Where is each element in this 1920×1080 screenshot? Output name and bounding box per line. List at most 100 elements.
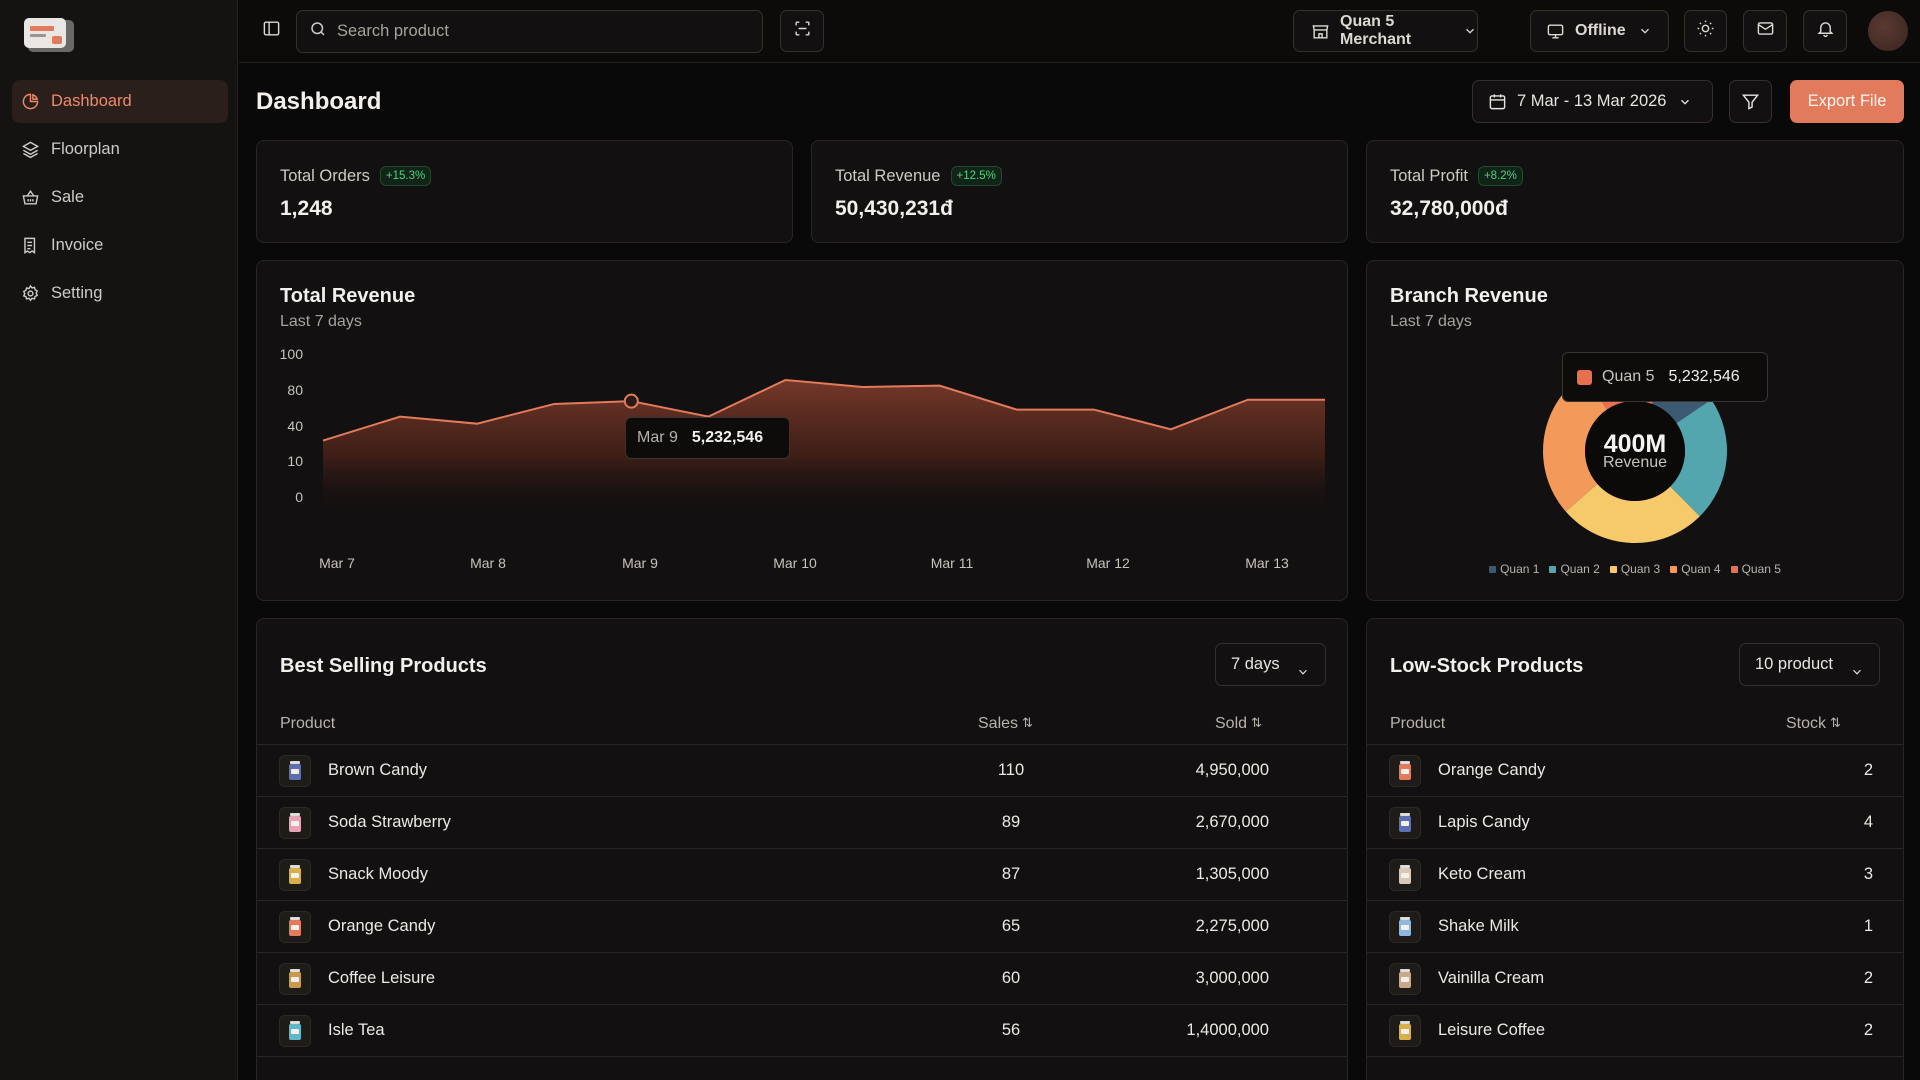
card-title: Best Selling Products (280, 655, 487, 677)
search-input[interactable] (337, 22, 737, 41)
col-stock-sort[interactable]: Stock ⇅ (1786, 715, 1841, 733)
table-row[interactable]: Orange Candy 2 (1367, 745, 1903, 797)
x-tick-label: Mar 8 (470, 555, 506, 571)
stock-value: 3 (1863, 865, 1873, 883)
revenue-chart-card: Total Revenue Last 7 days 100 80 40 10 0 Mar … (256, 260, 1348, 601)
data-point[interactable] (475, 422, 479, 426)
product-thumbnail (279, 755, 311, 787)
table-row[interactable]: Snack Moody 87 1,305,000 (257, 849, 1347, 901)
status-badge: +15.3% (379, 166, 432, 186)
pie-slice[interactable] (1543, 374, 1608, 512)
data-point[interactable] (321, 439, 325, 443)
stat-label-wrap: Total Revenue +12.5% (835, 166, 1002, 186)
theme-toggle-button[interactable] (1684, 10, 1727, 52)
sidebar-item-sale[interactable]: Sale (12, 176, 228, 219)
sold-value: 2,275,000 (1195, 917, 1269, 935)
highlight-marker[interactable] (623, 393, 639, 409)
data-point[interactable] (1323, 398, 1327, 402)
product-name: Brown Candy (328, 761, 428, 779)
sales-value: 87 (1001, 865, 1021, 883)
status-select[interactable]: Offline (1530, 10, 1669, 52)
stat-card-orders: Total Orders +15.3% 1,248 (256, 140, 793, 243)
stat-value: 50,430,231đ (835, 197, 953, 220)
legend-item: Quan 5 (1730, 562, 1781, 576)
data-point[interactable] (1169, 427, 1173, 431)
data-point[interactable] (552, 402, 556, 406)
pie-chart-icon (20, 92, 40, 112)
legend-item: Quan 4 (1670, 562, 1721, 576)
table-row[interactable]: Shake Milk 1 (1367, 901, 1903, 953)
table-row[interactable]: Brown Candy 110 4,950,000 (257, 745, 1347, 797)
table-row[interactable]: Soda Strawberry 89 2,670,000 (257, 797, 1347, 849)
data-point[interactable] (1246, 398, 1250, 402)
sidebar-item-dashboard[interactable]: Dashboard (12, 80, 228, 123)
data-point[interactable] (398, 415, 402, 419)
date-range-picker[interactable]: 7 Mar - 13 Mar 2026 (1472, 80, 1713, 123)
chart-tooltip: Mar 9 5,232,546 (625, 417, 790, 459)
col-product: Product (1390, 715, 1446, 732)
pie-slice[interactable] (1565, 483, 1700, 543)
chart-title: Total Revenue (280, 285, 416, 307)
page-title: Dashboard (256, 88, 382, 115)
count-dropdown[interactable]: 10 product (1739, 643, 1880, 686)
sidebar-item-setting[interactable]: Setting (12, 272, 228, 315)
mail-button[interactable] (1743, 10, 1787, 52)
avatar[interactable] (1868, 11, 1908, 51)
pie-slice[interactable] (1670, 399, 1727, 517)
col-sold-sort[interactable]: Sold ⇅ (1215, 715, 1262, 733)
filter-button[interactable] (1729, 80, 1772, 123)
table-row[interactable]: Orange Candy 65 2,275,000 (257, 901, 1347, 953)
filter-icon (1741, 92, 1760, 111)
legend-swatch (1489, 565, 1497, 573)
table-row[interactable]: Coffee Leisure 60 3,000,000 (257, 953, 1347, 1005)
sidebar-item-invoice[interactable]: Invoice (12, 224, 228, 267)
product-thumbnail (1389, 963, 1421, 995)
search-bar[interactable] (296, 10, 763, 53)
data-point[interactable] (1015, 408, 1019, 412)
col-sold: Sold (1215, 715, 1248, 732)
data-point[interactable] (1092, 408, 1096, 412)
sidebar-toggle-button[interactable] (250, 10, 293, 52)
table-row[interactable]: Keto Cream 3 (1367, 849, 1903, 901)
stat-label: Total Revenue (835, 166, 941, 185)
data-point[interactable] (783, 378, 787, 382)
store-icon (1311, 22, 1330, 41)
x-tick-label: Mar 13 (1245, 555, 1289, 571)
sidebar-item-label: Floorplan (51, 140, 120, 158)
sold-value: 1,4000,000 (1186, 1021, 1269, 1039)
table-row[interactable]: Vainilla Cream 2 (1367, 953, 1903, 1005)
stock-value: 2 (1863, 1021, 1873, 1039)
legend-label: Quan 3 (1620, 562, 1661, 576)
period-dropdown[interactable]: 7 days (1215, 643, 1326, 686)
sold-value: 1,305,000 (1195, 865, 1269, 883)
notifications-button[interactable] (1803, 10, 1847, 52)
export-file-button[interactable]: Export File (1790, 80, 1904, 123)
table-row[interactable]: Leisure Coffee 2 (1367, 1005, 1903, 1057)
product-name: Orange Candy (328, 917, 436, 935)
tooltip-value: 5,232,546 (691, 429, 764, 446)
product-thumbnail (1389, 859, 1421, 891)
merchant-select[interactable]: Quan 5 Merchant (1293, 10, 1478, 52)
product-thumbnail (279, 1015, 311, 1047)
sidebar-item-label: Sale (51, 188, 85, 206)
sidebar-item-floorplan[interactable]: Floorplan (12, 128, 228, 171)
col-sales-sort[interactable]: Sales ⇅ (978, 715, 1033, 733)
legend-swatch (1730, 565, 1738, 573)
best-selling-card: Best Selling Products 7 days Product Sal… (256, 618, 1348, 1080)
branch-chart-card: Branch Revenue Last 7 days 400M Revenue … (1366, 260, 1904, 601)
product-thumbnail (279, 859, 311, 891)
app-logo[interactable] (22, 14, 78, 56)
col-stock: Stock (1786, 715, 1827, 732)
chart-title: Branch Revenue (1390, 285, 1548, 307)
scan-button[interactable] (780, 10, 824, 52)
sales-value: 60 (1001, 969, 1021, 987)
y-tick-label: 100 (280, 346, 304, 362)
chevron-down-icon (1463, 24, 1477, 38)
data-point[interactable] (861, 385, 865, 389)
table-row[interactable]: Isle Tea 56 1,4000,000 (257, 1005, 1347, 1057)
product-name: Coffee Leisure (328, 969, 436, 987)
table-row[interactable]: Lapis Candy 4 (1367, 797, 1903, 849)
sales-value: 65 (1001, 917, 1021, 935)
data-point[interactable] (938, 384, 942, 388)
